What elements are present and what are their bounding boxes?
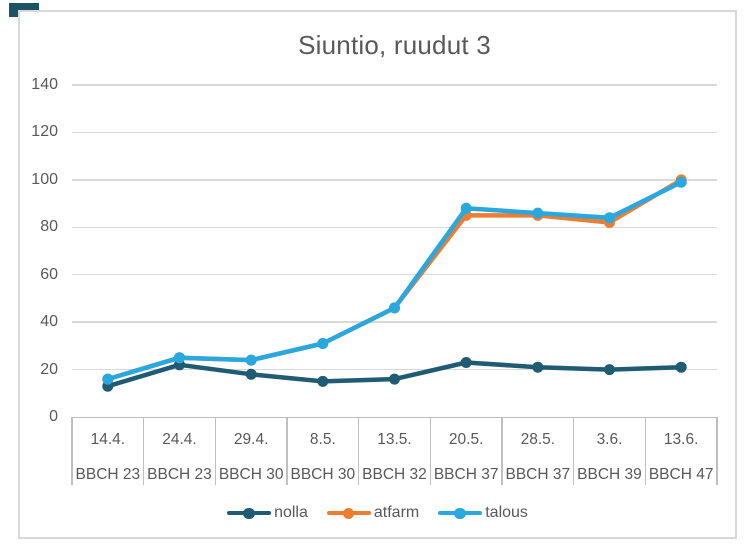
- x-axis-bbch-label: BBCH 47: [648, 466, 714, 483]
- x-axis-date-label: 24.4.: [162, 431, 197, 448]
- y-axis-label-60: 60: [40, 265, 58, 283]
- chart-title: Siuntio, ruudut 3: [298, 30, 491, 60]
- x-axis-divider: [644, 417, 647, 485]
- x-axis-date-label: 8.5.: [309, 431, 336, 448]
- gridline-140: [72, 84, 717, 86]
- x-axis-date-label: 28.5.: [520, 431, 556, 448]
- x-axis-bbch-label: BBCH 37: [433, 466, 499, 483]
- legend-item-nolla: nolla: [227, 504, 308, 522]
- x-axis-divider: [429, 417, 432, 485]
- y-axis-label-40: 40: [40, 313, 58, 331]
- legend-label: talous: [485, 504, 528, 521]
- gridline-20: [72, 368, 717, 371]
- y-axis-label-100: 100: [31, 170, 58, 188]
- y-axis-label-20: 20: [40, 360, 58, 378]
- x-axis-bbch-label: BBCH 23: [75, 466, 141, 483]
- legend-line-marker-icon: [438, 507, 483, 519]
- x-axis-bbch-row: BBCH 23 BBCH 23 BBCH 30 BBCH 30 BBCH 32 BBCH …: [72, 458, 717, 492]
- x-axis-bbch-label: BBCH 37: [505, 466, 571, 483]
- x-axis-divider: [716, 417, 718, 485]
- x-axis-divider: [501, 417, 503, 485]
- x-axis-date-label: 3.6.: [596, 431, 623, 448]
- gridline-100: [72, 179, 717, 181]
- x-axis-divider: [214, 417, 217, 485]
- gridline-60: [72, 274, 717, 276]
- legend-line-marker-icon: [326, 507, 371, 519]
- gridline-40: [72, 321, 717, 323]
- x-axis-date-row: 14.4. 24.4. 29.4. 8.5. 13.5. 20.5. 28.5. 3.6. 13…: [72, 417, 717, 463]
- legend-item-atfarm: atfarm: [326, 504, 420, 522]
- legend-item-talous: talous: [438, 504, 528, 522]
- x-axis-bbch-label: BBCH 32: [362, 466, 427, 483]
- x-axis-date-label: 14.4.: [90, 431, 126, 448]
- gridline-120: [72, 131, 717, 134]
- x-axis-divider: [71, 417, 73, 485]
- x-axis-divider: [572, 417, 575, 485]
- x-axis-divider: [357, 417, 360, 485]
- x-axis-date-label: 13.6.: [663, 431, 699, 448]
- x-axis-bbch-label: BBCH 30: [218, 466, 284, 483]
- legend-label: nolla: [274, 504, 308, 521]
- legend: nolla atfarm talous: [18, 504, 737, 522]
- legend-line-marker-icon: [227, 507, 272, 519]
- x-axis-date-label: 13.5.: [377, 431, 412, 448]
- x-axis-bbch-label: BBCH 30: [290, 466, 356, 483]
- y-axis-label-140: 140: [31, 76, 58, 93]
- x-axis-line: [72, 417, 718, 419]
- x-axis-bbch-label: BBCH 23: [147, 466, 212, 483]
- y-axis-label-120: 120: [31, 123, 58, 141]
- gridline-80: [72, 226, 717, 228]
- x-axis-bbch-label: BBCH 39: [577, 466, 642, 483]
- x-axis-date-label: 20.5.: [448, 431, 484, 448]
- y-axis-label-0: 0: [49, 408, 58, 425]
- x-axis-date-label: 29.4.: [233, 431, 269, 448]
- y-axis-label-80: 80: [40, 218, 58, 236]
- x-axis-divider: [142, 417, 145, 485]
- legend-label: atfarm: [373, 504, 420, 521]
- x-axis-divider: [286, 417, 288, 485]
